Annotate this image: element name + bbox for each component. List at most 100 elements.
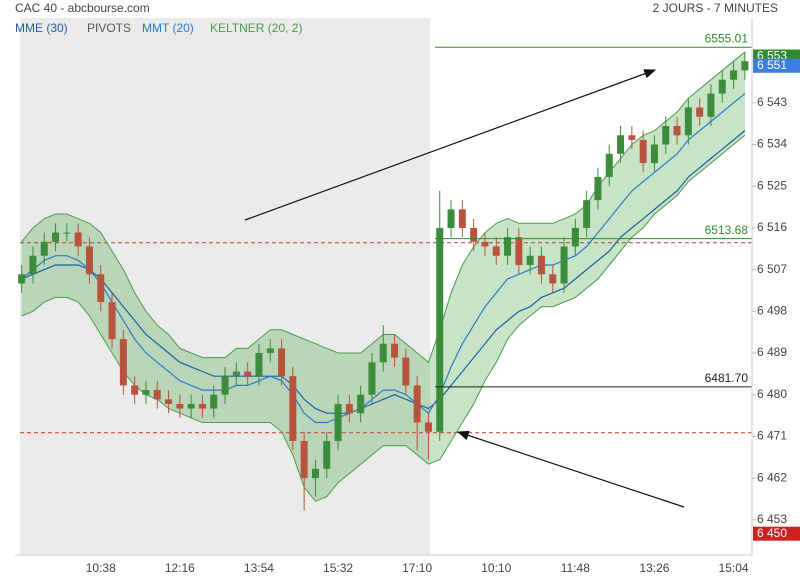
candle-body	[210, 394, 218, 409]
candle-body	[176, 403, 184, 409]
candle-body	[221, 376, 229, 395]
candle-body	[696, 107, 704, 117]
band-fill	[21, 51, 745, 502]
candle-body	[391, 343, 399, 358]
candle-body	[85, 246, 93, 275]
candle-body	[278, 348, 286, 377]
x-tick-label: 15:32	[323, 561, 353, 575]
band-lower	[21, 134, 746, 502]
candle-body	[18, 274, 26, 284]
y-tick-label: 6 534	[757, 137, 787, 151]
candle-body	[244, 371, 252, 377]
y-tick-label: 6 462	[757, 470, 787, 484]
candle-body	[537, 255, 545, 275]
candle-body	[458, 209, 466, 228]
candle-body	[379, 343, 387, 363]
candle-body	[345, 403, 353, 414]
candle-body	[605, 153, 613, 177]
candle-body	[447, 209, 455, 228]
candle-body	[311, 468, 319, 479]
x-tick-label: 17:10	[402, 561, 432, 575]
x-tick-label: 10:10	[481, 561, 511, 575]
candle-body	[52, 232, 60, 242]
chart-subtitle: 2 JOURS - 7 MINUTES	[653, 1, 778, 15]
previous-session	[20, 18, 430, 555]
price-tag	[753, 526, 800, 541]
candle-body	[617, 135, 625, 154]
candle-body	[707, 93, 715, 117]
candle-body	[481, 241, 489, 247]
candle-body	[402, 357, 410, 386]
candle-body	[684, 107, 692, 136]
legend-item: KELTNER (20, 2)	[210, 21, 302, 35]
candle-body	[165, 399, 173, 404]
x-tick-label: 12:16	[165, 561, 195, 575]
candle-body	[583, 200, 591, 228]
candle-body	[108, 302, 116, 340]
candle-body	[718, 79, 726, 94]
candle-body	[639, 139, 647, 164]
y-tick-label: 6 480	[757, 387, 787, 401]
y-tick-label: 6 525	[757, 178, 787, 192]
candle-body	[74, 232, 82, 247]
candle-body	[424, 422, 432, 432]
chart-title: CAC 40 - abcbourse.com	[15, 1, 150, 15]
candle-body	[662, 126, 670, 145]
candle-body	[232, 371, 240, 377]
y-tick-label: 6 516	[757, 220, 787, 234]
level-label: 6481.70	[705, 371, 749, 385]
candle-body	[504, 237, 512, 256]
candle-body	[300, 441, 308, 479]
y-tick-label: 6 489	[757, 345, 787, 359]
candle-body	[357, 394, 365, 414]
x-tick-label: 15:04	[719, 561, 749, 575]
candle-body	[549, 274, 557, 284]
candle-body	[40, 241, 48, 256]
candle-body	[289, 376, 297, 442]
candle-body	[119, 339, 127, 386]
candle-body	[187, 403, 195, 409]
x-tick-label: 10:38	[86, 561, 116, 575]
candle-body	[571, 227, 579, 247]
y-tick-label: 6 453	[757, 512, 787, 526]
candle-body	[323, 441, 331, 469]
candle-body	[97, 274, 105, 303]
legend-item: MME (30)	[15, 21, 68, 35]
candle-body	[436, 227, 444, 432]
candle-body	[153, 390, 161, 400]
candle-body	[198, 403, 206, 409]
candle-body	[142, 390, 150, 395]
candle-body	[368, 362, 376, 395]
y-tick-label: 6 498	[757, 303, 787, 317]
candle-body	[673, 126, 681, 136]
candle-body	[131, 385, 139, 395]
candle-body	[334, 403, 342, 442]
candle-body	[741, 61, 749, 71]
candle-body	[492, 246, 500, 256]
price-tag	[753, 58, 800, 73]
legend-item: MMT (20)	[142, 21, 194, 35]
average-line	[21, 130, 746, 414]
candle-body	[730, 70, 738, 80]
x-tick-label: 13:26	[639, 561, 669, 575]
y-tick-label: 6 543	[757, 95, 787, 109]
candle-body	[650, 144, 658, 164]
price-tag-label: 6 551	[757, 58, 787, 72]
x-tick-label: 13:54	[244, 561, 274, 575]
arrow	[244, 69, 657, 221]
level-label: 6555.01	[705, 31, 749, 45]
y-tick-label: 6 471	[757, 429, 787, 443]
arrow	[456, 430, 685, 508]
candle-body	[29, 255, 37, 275]
candle-body	[255, 353, 263, 377]
candle-body	[470, 227, 478, 242]
level-label: 6513.68	[705, 223, 749, 237]
candle-body	[526, 255, 534, 265]
x-tick-label: 11:48	[561, 561, 590, 575]
candle-body	[515, 237, 523, 265]
candle-body	[413, 385, 421, 423]
candle-body	[628, 135, 636, 140]
price-tag-label: 6 450	[757, 526, 787, 540]
candle-body	[560, 246, 568, 284]
